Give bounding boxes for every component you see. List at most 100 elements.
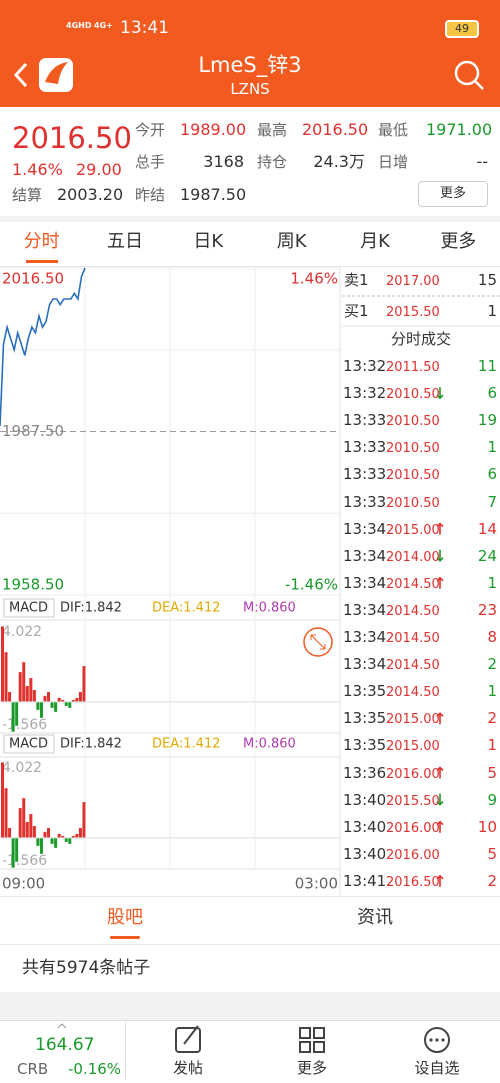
more-button[interactable]: 更多: [418, 181, 488, 207]
more-icon[interactable]: [299, 1027, 311, 1039]
network: 4G+: [94, 21, 113, 30]
post-count: 共有5974条帖子: [22, 958, 151, 978]
field-label: 持仓: [257, 153, 288, 171]
macd-bar: [54, 837, 58, 848]
macd-bar: [50, 837, 54, 844]
tab[interactable]: 周K: [276, 231, 307, 252]
macd-bar: [54, 701, 58, 712]
macd-name: MACD: [9, 737, 48, 752]
trade-price: 2010.50: [386, 414, 440, 430]
m: M:0.860: [243, 737, 296, 752]
search-icon[interactable]: [474, 80, 484, 90]
trade-price: 2016.00: [386, 820, 440, 836]
watch-icon: [435, 1038, 439, 1042]
macd-bar: [29, 814, 33, 838]
field-value: --: [476, 152, 488, 171]
trade-price: 2011.50: [386, 360, 440, 375]
tab[interactable]: 日K: [193, 231, 224, 252]
trade-price: 2010.50: [386, 495, 440, 511]
caret: [57, 1023, 67, 1029]
trade-price: 2016.00: [386, 766, 440, 782]
field-value: 1987.50: [180, 185, 247, 204]
macd-bar: [22, 798, 26, 838]
tab-active[interactable]: 分时: [23, 231, 60, 252]
tab[interactable]: 月K: [360, 231, 390, 252]
macd-bar: [68, 837, 72, 844]
action-label[interactable]: 更多: [296, 1059, 327, 1077]
change-pct: 1.46%: [12, 160, 63, 179]
trade-volume: 1: [487, 736, 497, 755]
search-icon[interactable]: [454, 60, 480, 86]
index-value[interactable]: 164.67: [35, 1035, 95, 1055]
field-label: 总手: [135, 153, 166, 171]
macd-bar: [64, 837, 68, 842]
post-icon[interactable]: [175, 1027, 201, 1053]
trade-arrow: [436, 549, 444, 562]
trade-time: 13:35: [343, 682, 387, 701]
macd-bar: [4, 788, 8, 838]
macd-bar: [36, 701, 40, 710]
macd-bar: [64, 701, 68, 706]
expand-icon[interactable]: [303, 627, 333, 657]
macd-bar: [61, 835, 65, 838]
action-label[interactable]: 设自选: [414, 1059, 460, 1077]
macd-bar: [18, 672, 22, 702]
trade-price: 2014.50: [386, 685, 440, 701]
trade-price: 2014.50: [386, 631, 440, 646]
tab[interactable]: 资讯: [357, 907, 393, 928]
tab[interactable]: 五日: [106, 231, 143, 252]
macd-bar: [32, 689, 36, 702]
trade-price: 2010.50: [386, 387, 440, 403]
trade-time: 13:40: [343, 844, 387, 863]
last-price: 2016.50: [12, 121, 132, 155]
macd-bar: [4, 652, 8, 702]
dif: DIF:1.842: [60, 601, 122, 616]
trade-volume: 23: [477, 600, 497, 619]
trade-volume: 11: [477, 357, 497, 375]
more-icon: [313, 1027, 325, 1039]
macd-bar: [82, 666, 86, 702]
field-value: 2016.50: [302, 120, 369, 139]
price-line: [0, 267, 86, 426]
trade-volume: 5: [487, 844, 497, 863]
dif: DIF:1.842: [60, 737, 122, 752]
trade-volume: 1: [487, 573, 497, 592]
expand-icon: [310, 634, 326, 650]
macd-bar: [78, 691, 82, 702]
macd-bar: [36, 837, 40, 846]
trade-volume: 5: [487, 763, 497, 782]
macd-bar: [11, 701, 15, 732]
trade-arrow: [436, 793, 444, 806]
macd-bar: [75, 697, 79, 702]
macd-tag-box: [3, 598, 55, 618]
field-value: 3168: [203, 152, 244, 171]
trade-volume: 14: [477, 519, 497, 538]
field-value: 24.3万: [313, 152, 365, 171]
action-label[interactable]: 发帖: [172, 1059, 203, 1077]
divider: [125, 1022, 126, 1080]
tab-underline: [25, 260, 58, 263]
trade-time: 13:33: [343, 438, 387, 457]
field-label: 最高: [257, 121, 288, 139]
field-label: 结算: [12, 186, 43, 204]
logo-mark: [45, 62, 68, 84]
field-value: 2003.20: [57, 185, 124, 204]
tab-active[interactable]: 股吧: [107, 907, 143, 928]
trade-volume: 2: [487, 871, 497, 890]
field-label: 今开: [135, 121, 166, 139]
watch-icon[interactable]: [424, 1027, 450, 1053]
y-tick-label: 2016.50: [2, 270, 64, 288]
macd-bar: [8, 691, 12, 702]
divider: [0, 944, 500, 945]
network: 4GHD: [66, 21, 92, 30]
macd-bar: [57, 697, 61, 702]
back-icon[interactable]: [13, 62, 28, 88]
trade-price: 2014.50: [386, 603, 440, 619]
macd-bar: [18, 808, 22, 838]
trade-volume: 6: [487, 384, 497, 403]
trade-volume: 24: [477, 546, 497, 565]
trades-title: 分时成交: [390, 330, 451, 348]
change: 29.00: [76, 160, 122, 179]
tab[interactable]: 更多: [440, 231, 477, 252]
index-name: CRB: [17, 1060, 49, 1078]
